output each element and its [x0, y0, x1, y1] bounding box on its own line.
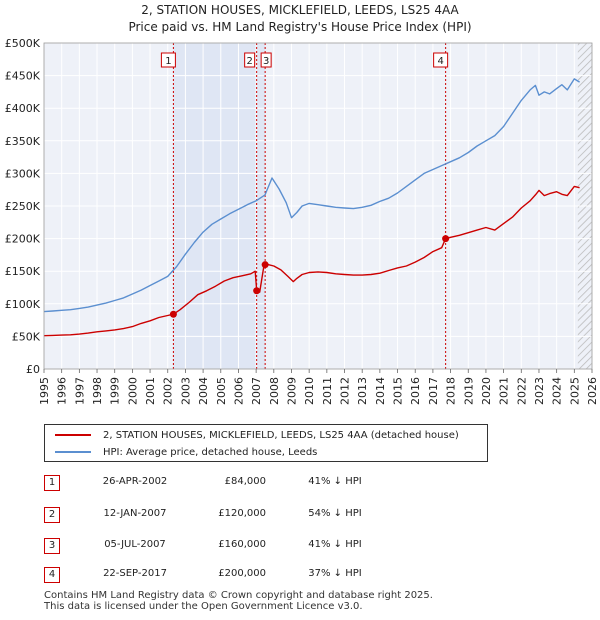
chart-title: 2, STATION HOUSES, MICKLEFIELD, LEEDS, L… — [141, 3, 459, 17]
x-tick-label: 1997 — [73, 377, 86, 405]
x-tick-label: 1999 — [109, 377, 122, 405]
transaction-date: 12-JAN-2007 — [103, 508, 167, 519]
property-price-line — [43, 185, 580, 337]
transaction-price: £84,000 — [224, 476, 266, 487]
y-tick-label: £250K — [5, 200, 41, 213]
x-tick-label: 2013 — [356, 377, 369, 405]
x-tick-label: 2003 — [179, 377, 192, 405]
marker-number: 3 — [263, 56, 269, 67]
x-tick-label: 2007 — [250, 377, 263, 405]
x-tick-label: 2018 — [445, 377, 458, 405]
marker-number: 4 — [437, 56, 443, 67]
footer-line-copyright: Contains HM Land Registry data © Crown c… — [44, 590, 433, 601]
y-tick-label: £100K — [5, 298, 41, 311]
transaction-price: £160,000 — [218, 539, 266, 550]
transaction-hpi-diff: 41% ↓ HPI — [308, 476, 362, 487]
x-tick-label: 2000 — [126, 377, 139, 405]
y-tick-label: £350K — [5, 135, 41, 148]
chart-legend: 2, STATION HOUSES, MICKLEFIELD, LEEDS, L… — [44, 424, 488, 462]
x-tick-label: 2012 — [339, 377, 352, 405]
transaction-number-badge: 3 — [44, 538, 60, 554]
x-tick-label: 2006 — [232, 377, 245, 405]
x-tick-label: 2023 — [533, 377, 546, 405]
x-tick-label: 2015 — [392, 377, 405, 405]
marker-box — [160, 52, 176, 68]
transaction-price: £120,000 — [218, 508, 266, 519]
x-tick-label: 2021 — [498, 377, 511, 405]
x-tick-label: 1995 — [38, 377, 51, 405]
plot-frame — [43, 42, 593, 370]
transaction-number-badge: 2 — [44, 507, 60, 523]
y-tick-label: £150K — [5, 265, 41, 278]
y-tick-label: £300K — [5, 167, 41, 180]
transaction-price: £200,000 — [218, 568, 266, 579]
x-tick-label: 1998 — [91, 377, 104, 405]
marker-box — [244, 52, 256, 68]
x-tick-label: 1996 — [56, 377, 69, 405]
y-tick-label: £50K — [12, 330, 41, 343]
marker-1-label: 1 — [160, 52, 176, 68]
marker-2-label: 2 — [244, 52, 256, 68]
y-tick-label: £400K — [5, 102, 41, 115]
marker-number: 2 — [246, 56, 252, 67]
x-tick-label: 2020 — [480, 377, 493, 405]
x-tick-label: 2022 — [515, 377, 528, 405]
hpi-line — [43, 78, 580, 313]
legend-line-hpi-icon — [55, 451, 91, 453]
x-tick-label: 2002 — [162, 377, 175, 405]
y-tick-label: £500K — [5, 37, 41, 50]
legend-label-property: 2, STATION HOUSES, MICKLEFIELD, LEEDS, L… — [103, 429, 459, 441]
marker-box — [260, 52, 272, 68]
table-row: 3 05-JUL-2007 £160,000 41% ↓ HPI — [0, 535, 600, 555]
transaction-hpi-diff: 37% ↓ HPI — [308, 568, 362, 579]
x-tick-label: 2014 — [374, 377, 387, 405]
sale-point-4 — [442, 235, 450, 243]
legend-line-property-icon — [55, 434, 91, 436]
transaction-date: 26-APR-2002 — [102, 476, 168, 487]
x-tick-label: 2005 — [215, 377, 228, 405]
y-tick-label: £450K — [5, 70, 41, 83]
sale-point-3 — [261, 261, 269, 269]
x-tick-label: 2016 — [409, 377, 422, 405]
legend-label-hpi: HPI: Average price, detached house, Leed… — [103, 446, 318, 458]
sale-point-1 — [169, 310, 177, 318]
transaction-number-badge: 4 — [44, 567, 60, 583]
x-tick-label: 2010 — [303, 377, 316, 405]
y-tick-label: £200K — [5, 233, 41, 246]
footer-line-licence: This data is licensed under the Open Gov… — [44, 601, 363, 612]
x-tick-label: 2025 — [568, 377, 581, 405]
y-tick-label: £0 — [26, 363, 40, 376]
x-tick-label: 2009 — [285, 377, 298, 405]
marker-4-label: 4 — [433, 52, 449, 68]
marker-number: 1 — [165, 56, 171, 67]
table-row: 1 26-APR-2002 £84,000 41% ↓ HPI — [0, 472, 600, 492]
chart-subtitle: Price paid vs. HM Land Registry's House … — [128, 20, 471, 34]
sale-point-2 — [253, 287, 261, 295]
footer-attribution: Contains HM Land Registry data © Crown c… — [44, 590, 433, 612]
marker-3-label: 3 — [260, 52, 272, 68]
transaction-number-badge: 1 — [44, 475, 60, 491]
transaction-hpi-diff: 41% ↓ HPI — [308, 539, 362, 550]
x-tick-label: 2024 — [551, 377, 564, 405]
x-tick-label: 2004 — [197, 377, 210, 405]
x-tick-label: 2011 — [321, 377, 334, 405]
x-tick-label: 2017 — [427, 377, 440, 405]
legend-item-hpi: HPI: Average price, detached house, Leed… — [45, 444, 317, 460]
x-tick-label: 2026 — [586, 377, 599, 405]
transaction-date: 22-SEP-2017 — [103, 568, 167, 579]
x-tick-label: 2008 — [268, 377, 281, 405]
transaction-hpi-diff: 54% ↓ HPI — [308, 508, 362, 519]
transaction-date: 05-JUL-2007 — [104, 539, 166, 550]
price-chart: 2, STATION HOUSES, MICKLEFIELD, LEEDS, L… — [5, 3, 599, 405]
table-row: 2 12-JAN-2007 £120,000 54% ↓ HPI — [0, 504, 600, 524]
marker-box — [433, 52, 449, 68]
x-tick-label: 2001 — [144, 377, 157, 405]
table-row: 4 22-SEP-2017 £200,000 37% ↓ HPI — [0, 564, 600, 584]
x-tick-label: 2019 — [462, 377, 475, 405]
legend-item-property: 2, STATION HOUSES, MICKLEFIELD, LEEDS, L… — [45, 427, 459, 443]
